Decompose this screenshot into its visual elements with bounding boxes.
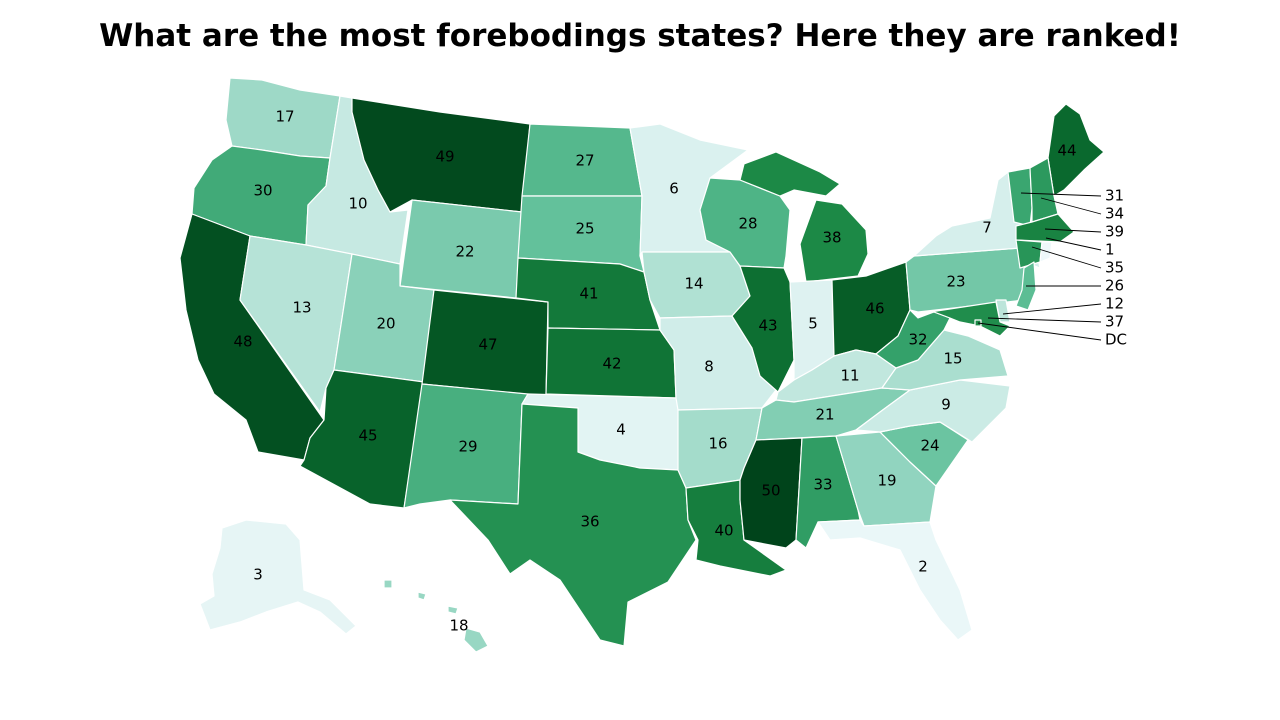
leader-CT xyxy=(1031,246,1102,269)
state-label-OH: 46 xyxy=(865,300,884,318)
state-HI[interactable] xyxy=(383,579,489,653)
state-label-NV: 13 xyxy=(292,299,311,317)
state-MI[interactable] xyxy=(739,151,869,283)
state-RI[interactable] xyxy=(1039,241,1053,263)
state-FL[interactable] xyxy=(817,519,973,641)
leader-DE xyxy=(1002,303,1102,315)
state-label-SC: 24 xyxy=(920,437,939,455)
state-label-WV: 32 xyxy=(908,331,927,349)
state-label-IL: 43 xyxy=(758,317,777,335)
state-TX[interactable] xyxy=(449,403,697,647)
state-label-SD: 25 xyxy=(575,220,594,238)
state-label-AR: 16 xyxy=(708,435,727,453)
state-label-MO: 8 xyxy=(704,358,714,376)
state-WV[interactable] xyxy=(875,309,951,369)
state-label-IA: 14 xyxy=(684,275,703,293)
state-label-LA: 40 xyxy=(714,522,733,540)
state-label-KY: 11 xyxy=(840,367,859,385)
state-IL[interactable] xyxy=(731,265,795,393)
callout-label-4: 35 xyxy=(1105,259,1124,277)
state-label-AZ: 45 xyxy=(358,427,377,445)
callout-label-8: DC xyxy=(1105,331,1127,349)
state-label-KS: 42 xyxy=(602,355,621,373)
state-label-IN: 5 xyxy=(808,315,818,333)
leader-DC xyxy=(977,322,1102,341)
state-NC[interactable] xyxy=(855,379,1011,443)
state-label-OK: 4 xyxy=(616,421,626,439)
leader-MD xyxy=(987,317,1102,323)
state-label-MS: 50 xyxy=(761,482,780,500)
state-label-MI: 38 xyxy=(822,229,841,247)
callout-label-5: 26 xyxy=(1105,277,1124,295)
state-labels: 1730481013492220454729272541424366148164… xyxy=(233,108,1127,635)
state-label-UT: 20 xyxy=(376,315,395,333)
state-label-MT: 49 xyxy=(435,148,454,166)
callout-label-2: 39 xyxy=(1105,223,1124,241)
state-label-TX: 36 xyxy=(580,513,599,531)
state-label-WI: 28 xyxy=(738,215,757,233)
state-label-NY: 7 xyxy=(982,219,992,237)
state-label-PA: 23 xyxy=(946,273,965,291)
state-label-MN: 6 xyxy=(669,180,679,198)
callout-label-0: 31 xyxy=(1105,187,1124,205)
callout-label-3: 1 xyxy=(1105,241,1115,259)
state-label-HI: 18 xyxy=(449,617,468,635)
page-title: What are the most forebodings states? He… xyxy=(99,18,1181,54)
callout-leaders xyxy=(977,192,1102,341)
state-label-FL: 2 xyxy=(918,558,928,576)
states-layer xyxy=(179,77,1105,653)
state-label-CA: 48 xyxy=(233,333,252,351)
callout-label-6: 12 xyxy=(1105,295,1124,313)
leader-MA xyxy=(1044,228,1102,233)
state-MD[interactable] xyxy=(929,301,1011,337)
callout-label-1: 34 xyxy=(1105,205,1124,223)
state-label-GA: 19 xyxy=(877,472,896,490)
state-AK[interactable] xyxy=(199,519,357,635)
state-label-OR: 30 xyxy=(253,182,272,200)
state-MT[interactable] xyxy=(351,97,531,213)
state-label-TN: 21 xyxy=(815,406,834,424)
state-label-NC: 9 xyxy=(941,396,951,414)
state-label-WA: 17 xyxy=(275,108,294,126)
callout-label-7: 37 xyxy=(1105,313,1124,331)
state-label-CO: 47 xyxy=(478,336,497,354)
state-label-AL: 33 xyxy=(813,476,832,494)
state-label-ND: 27 xyxy=(575,152,594,170)
state-label-ID: 10 xyxy=(348,195,367,213)
state-VT[interactable] xyxy=(1007,167,1033,227)
state-label-WY: 22 xyxy=(455,243,474,261)
leader-VT xyxy=(1020,192,1102,197)
state-label-VA: 15 xyxy=(943,350,962,368)
state-PA[interactable] xyxy=(905,247,1031,313)
state-label-ME: 44 xyxy=(1057,142,1076,160)
state-label-NM: 29 xyxy=(458,438,477,456)
state-label-NE: 41 xyxy=(579,285,598,303)
leader-NH xyxy=(1040,197,1102,215)
state-label-AK: 3 xyxy=(253,566,263,584)
leader-RI xyxy=(1045,237,1102,251)
